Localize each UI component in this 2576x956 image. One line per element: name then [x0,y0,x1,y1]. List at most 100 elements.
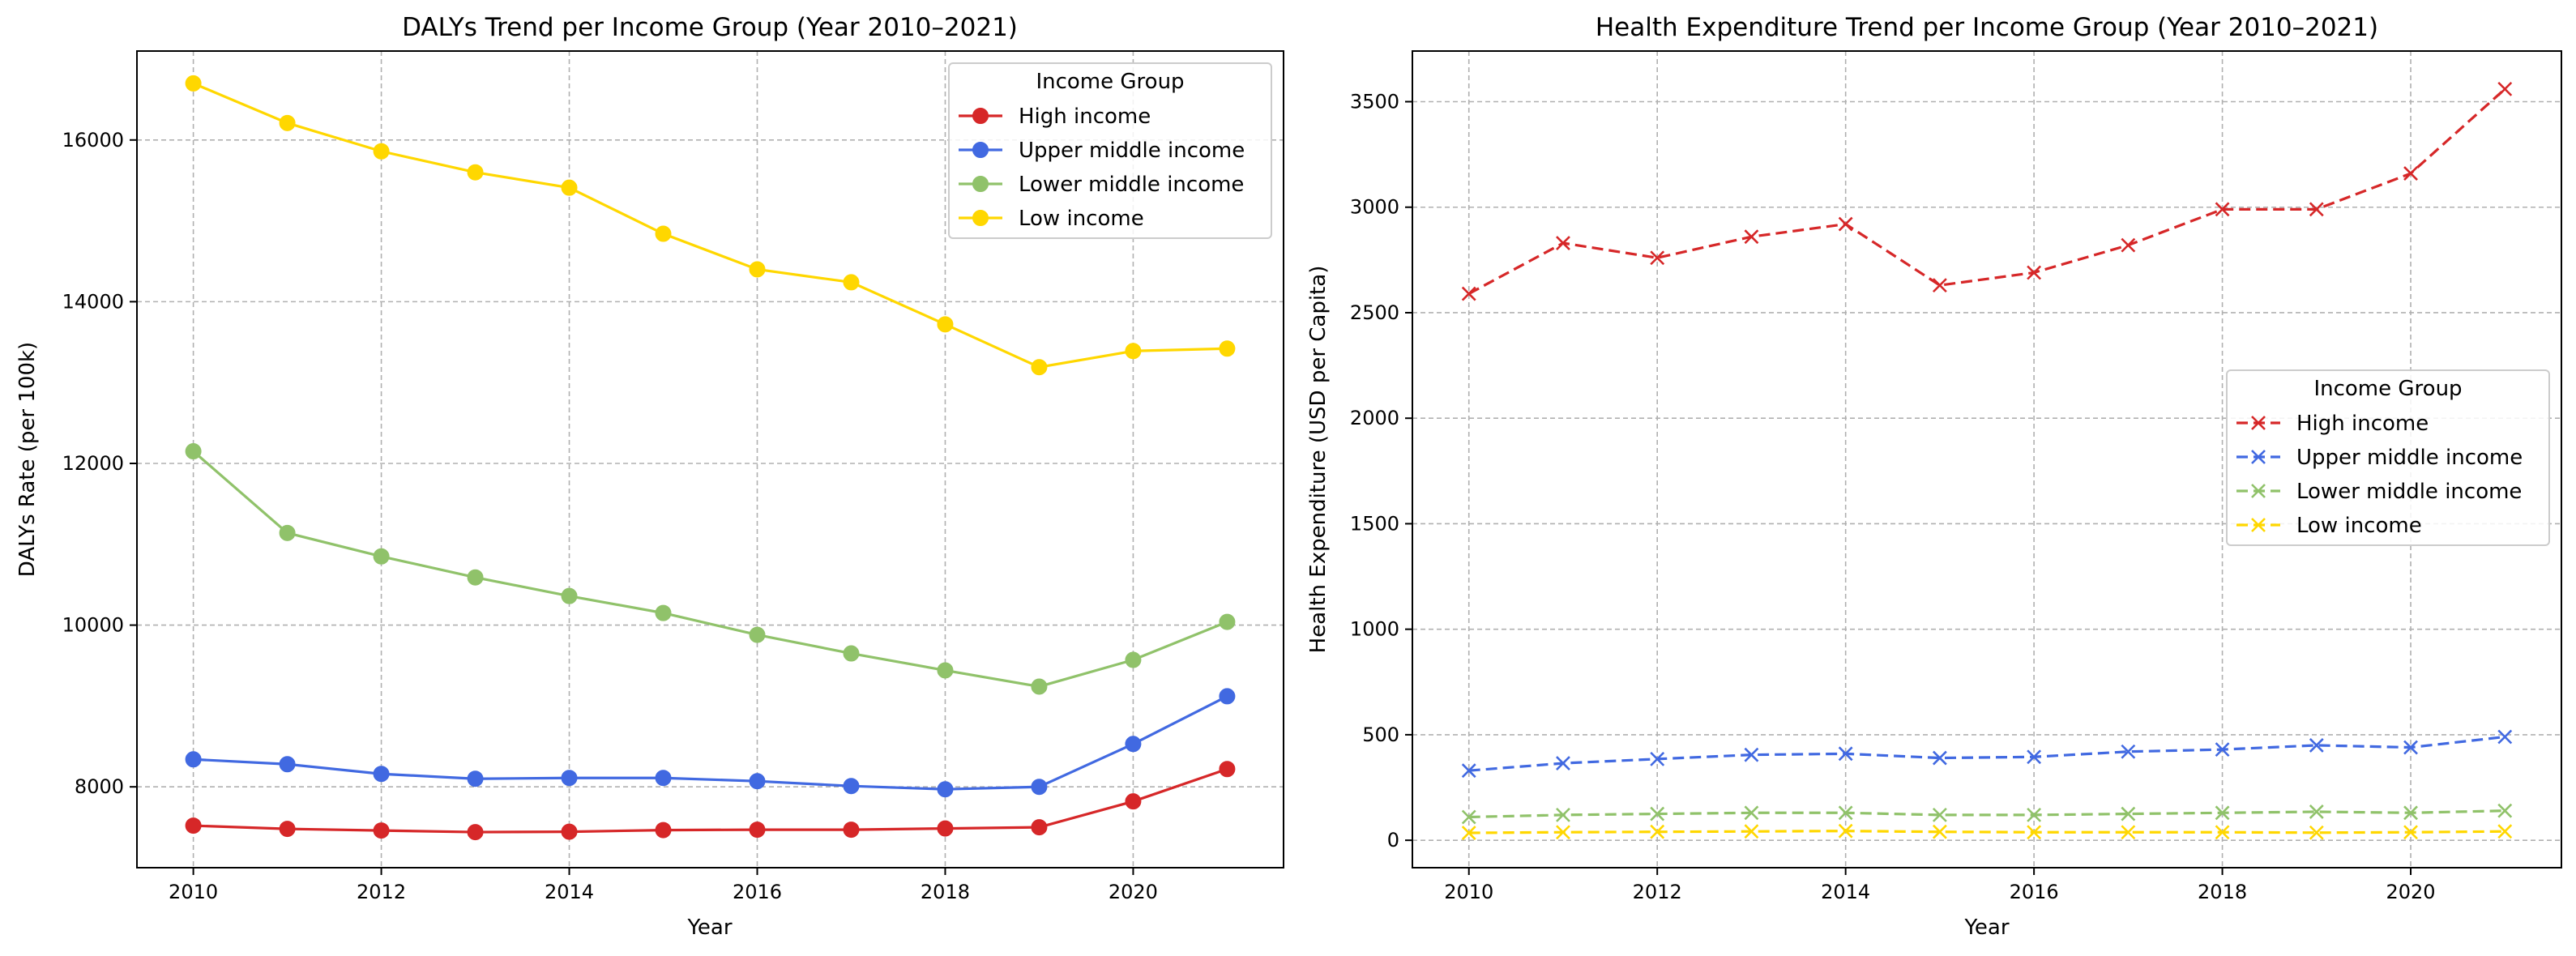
data-point [1838,216,1853,232]
data-point [1556,236,1570,250]
data-point [1744,229,1759,245]
series-line [192,450,1228,689]
series-line [193,694,1228,791]
legend-marker [972,176,989,192]
x-tick-label: 2012 [357,881,406,903]
x-tick-label: 2010 [169,881,218,903]
data-point [2027,265,2042,280]
data-point [467,569,484,586]
tick-marks: 2010 2012 2014 2016 2018 2020 8000 10000 12000 14… [62,129,1158,903]
health-expenditure-chart: Health Expenditure Trend per Income Grou… [1306,13,2562,940]
tick-marks: 2010 2012 2014 2016 2018 2020 0 500 1000 1500 2000… [1350,91,2436,903]
y-tick-label: 1500 [1350,512,1399,535]
series-low-income [1461,823,2513,840]
data-point [2309,825,2324,840]
x-tick-label: 2010 [1444,881,1493,903]
data-point [843,645,860,662]
y-tick-label: 500 [1362,723,1399,746]
legend-item: Lower middle income [2236,480,2522,504]
data-point [1556,756,1570,770]
legend-item: Low income [2236,514,2422,538]
data-point [561,587,578,604]
data-point [1932,807,1947,822]
data-point [561,770,578,787]
legend-marker [972,142,989,158]
data-point [185,75,202,92]
data-point [749,626,766,643]
data-point [467,770,484,787]
data-point [749,261,766,278]
series-line [193,767,1228,834]
x-tick-label: 2014 [1821,881,1870,903]
data-point [2403,805,2418,821]
y-tick-label: 8000 [75,775,124,798]
series-high-income [1461,81,2513,301]
data-point [1744,747,1759,762]
data-point [185,817,202,834]
gridlines [137,51,1284,868]
data-point [1650,824,1665,839]
series-upper-middle-income [185,688,1236,798]
y-tick-label: 0 [1387,829,1399,851]
y-tick-label: 14000 [62,290,124,313]
legend-label: Lower middle income [1019,173,1244,197]
chart-title: Health Expenditure Trend per Income Grou… [1596,13,2378,42]
series-line [1468,830,2506,834]
data-point [1650,806,1665,822]
data-point [1461,286,1476,301]
x-tick-label: 2016 [733,881,782,903]
data-point [1219,688,1236,705]
x-tick-label: 2020 [1109,881,1158,903]
legend-item: Upper middle income [2236,446,2523,470]
series-high-income [185,761,1236,841]
data-point [843,822,860,839]
data-point [655,225,672,242]
y-axis-label: DALYs Rate (per 100k) [15,342,40,577]
data-point [1556,807,1570,822]
x-tick-label: 2014 [545,881,594,903]
data-point [1125,736,1142,753]
x-tick-label: 2020 [2386,881,2435,903]
data-point [279,114,296,131]
y-tick-label: 3000 [1350,196,1399,219]
data-point [1744,805,1759,821]
data-point [1125,793,1142,810]
data-point [1556,825,1570,840]
data-point [2027,825,2042,840]
data-point [655,822,672,839]
y-tick-label: 16000 [62,129,124,152]
x-tick-label: 2018 [2198,881,2247,903]
legend-label: Lower middle income [2296,480,2522,504]
legend-title: Income Group [2313,377,2462,401]
data-point [937,662,954,679]
data-point [279,524,296,541]
data-point [1932,750,1947,766]
series-line [1468,809,2506,819]
legend-marker [972,108,989,124]
data-point [373,548,390,565]
legend-marker [2251,450,2266,464]
data-point [655,770,672,787]
legend-box [2226,369,2550,546]
y-tick-label: 3500 [1350,91,1399,113]
data-point [749,773,766,790]
y-tick-label: 2500 [1350,301,1399,324]
data-point [1031,678,1048,695]
data-point [2403,166,2418,181]
series-low-income [185,75,1236,376]
legend-marker [972,210,989,226]
data-point [467,824,484,841]
data-point [279,821,296,838]
legend-item: High income [2236,412,2429,436]
data-point [2403,825,2418,840]
data-point [655,604,672,621]
data-point [185,443,202,460]
legend-label: Upper middle income [1019,139,1245,163]
legend-item: High income [959,105,1151,129]
x-axis-label: Year [686,915,732,940]
legend-label: Low income [2296,514,2422,538]
data-point [2121,744,2136,759]
data-point [1219,761,1236,778]
data-point [2497,803,2513,818]
